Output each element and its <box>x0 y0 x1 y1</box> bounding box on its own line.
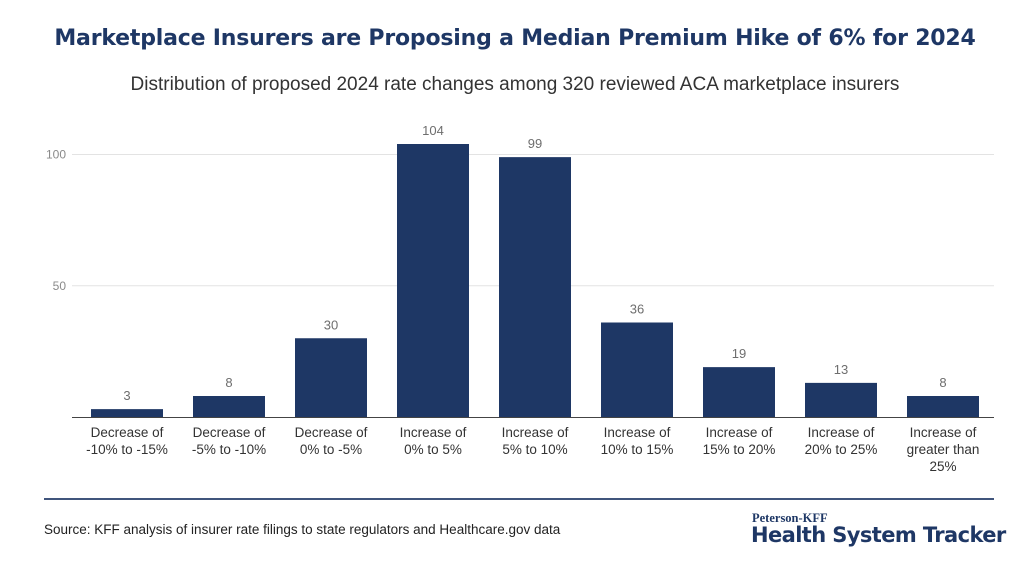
bar <box>601 322 673 417</box>
bar-value-label: 99 <box>528 136 542 151</box>
category-label: Decrease of -10% to -15% <box>86 425 168 457</box>
y-tick-label: 100 <box>46 148 66 162</box>
bar-value-label: 8 <box>939 375 946 390</box>
bar <box>91 409 163 417</box>
category-label: Decrease of 0% to -5% <box>295 425 368 457</box>
bar-value-label: 3 <box>123 388 130 403</box>
bar-value-label: 8 <box>225 375 232 390</box>
bar <box>703 367 775 417</box>
brand-logo-large: Health System Tracker <box>751 523 1006 547</box>
y-axis-tick-labels: 50 100 <box>46 148 66 293</box>
footer-divider <box>44 498 994 500</box>
category-label: Increase of 0% to 5% <box>400 425 467 457</box>
chart-title: Marketplace Insurers are Proposing a Med… <box>54 26 976 51</box>
category-label: Increase of 10% to 15% <box>601 425 674 457</box>
category-labels: Decrease of -10% to -15% Decrease of -5% to… <box>86 425 979 474</box>
bars <box>91 144 979 417</box>
category-label: Decrease of -5% to -10% <box>192 425 266 457</box>
value-labels: 3 8 30 104 99 36 19 13 8 <box>123 123 946 403</box>
bar <box>499 157 571 417</box>
category-label: Increase of 20% to 25% <box>805 425 878 457</box>
brand-logo-small: Peterson-KFF <box>752 511 828 525</box>
bar-value-label: 36 <box>630 302 644 317</box>
category-label: Increase of 15% to 20% <box>703 425 776 457</box>
bar <box>907 396 979 417</box>
chart-subtitle: Distribution of proposed 2024 rate chang… <box>130 74 900 95</box>
bar <box>397 144 469 417</box>
bar-value-label: 104 <box>422 123 444 138</box>
category-label: Increase of 5% to 10% <box>502 425 569 457</box>
bar-value-label: 13 <box>834 362 848 377</box>
bar <box>193 396 265 417</box>
bar-value-label: 19 <box>732 346 746 361</box>
bar-chart: 50 100 3 8 30 104 99 36 19 13 8 Decrease of -10% t… <box>46 123 994 474</box>
category-label: Increase of greater than 25% <box>907 425 980 474</box>
y-tick-label: 50 <box>53 279 67 293</box>
bar <box>805 382 877 417</box>
bar-value-label: 30 <box>324 317 338 332</box>
bar <box>295 338 367 417</box>
source-note: Source: KFF analysis of insurer rate fil… <box>44 522 561 537</box>
